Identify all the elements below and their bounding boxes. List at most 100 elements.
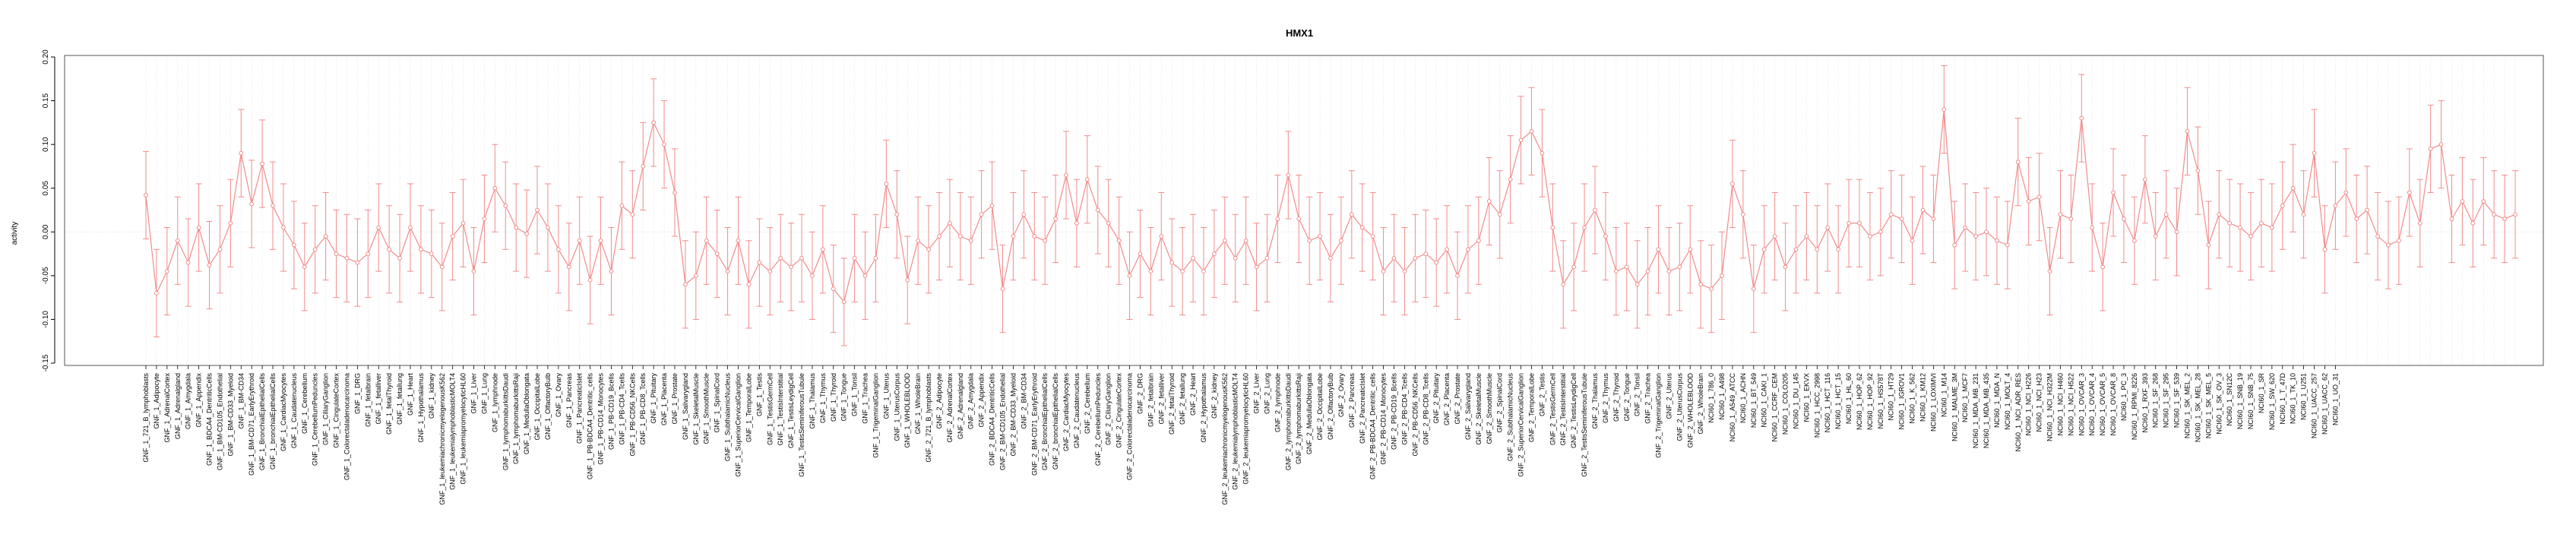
x-tick-label: GNF_2_SuperiorCervicalGanglion [1517,373,1525,477]
x-tick-label: GNF_1_Cerebellum [301,373,309,434]
data-point [1318,234,1322,239]
data-point [1931,217,1936,221]
data-point [2142,177,2147,182]
x-tick-label: GNF_1_PB-CD4_Tcells [618,373,625,445]
x-tick-label: GNF_2_BM-CD33_Myeloid [1009,373,1017,457]
data-point [1529,128,1534,134]
x-tick-label: GNF_1_BM-CD34 [237,373,245,429]
data-point [1349,212,1354,217]
x-tick-label: GNF_2_PB-CD19_Bcells [1391,373,1398,451]
x-tick-label: NCI60_1_UACC_257 [2311,373,2318,438]
data-point [1032,234,1037,239]
data-point [1413,255,1418,261]
data-point [1423,251,1429,256]
x-tick-label: NCI60_1_NCI_H226 [2025,373,2033,436]
data-point [2333,203,2338,208]
x-tick-label: GNF_1_Thymus [819,373,827,424]
x-tick-label: GNF_2_TestisInterstitial [1559,373,1567,446]
x-tick-label: GNF_2_MedullaOblongata [1305,373,1313,454]
data-point [598,238,603,243]
x-tick-label: GNF_2_CardiacMyocytes [1062,373,1070,452]
x-tick-label: GNF_1_SkeletalMuscle [692,373,700,445]
data-point [2068,217,2074,221]
x-tick-label: GNF_2_WholeBrain [1697,373,1704,435]
x-tick-label: GNF_1_Placenta [660,373,668,425]
data-point [185,260,191,265]
x-tick-label: NCI60_1_SW_620 [2268,373,2276,430]
x-tick-label: GNF_1_fetallung [396,373,403,425]
x-tick-label: GNF_1_Uterus [882,373,890,419]
x-tick-label: NCI60_1_U251 [2300,373,2308,420]
x-tick-label: GNF_1_BronchialEpithelialCells [258,373,266,471]
data-point [1222,238,1227,243]
data-point [546,225,550,230]
x-tick-label: GNF_2_BM-CD34 [1020,373,1027,429]
data-point [662,142,666,147]
x-tick-label: GNF_1_lymphomaburkittsRaji [512,373,520,464]
data-point [524,231,530,236]
data-point [471,269,476,274]
x-tick-label: GNF_1_CerebellumPeduncles [312,373,319,466]
data-point [831,286,836,292]
data-point [376,225,381,230]
x-tick-label: GNF_1_PB-CD19_Bcells [607,373,615,451]
x-tick-label: NCI60_1_SN12C [2226,373,2233,426]
x-tick-label: GNF_1_MedullaOblongata [523,373,530,454]
x-tick-label: GNF_2_Cerebellum [1084,373,1091,434]
data-point [1159,234,1164,239]
data-point [736,238,741,243]
data-point [2163,212,2169,217]
x-tick-label: GNF_2_TestisSeminiferousTubule [1581,373,1588,477]
data-point [926,247,931,252]
data-point [1296,217,1302,221]
data-point [1434,260,1439,265]
x-tick-label: GNF_1_fetalliver [375,373,382,425]
data-point [1571,264,1577,270]
x-tick-label: NCI60_1_UO_31 [2331,373,2339,425]
x-tick-label: GNF_1_Liver [470,373,478,414]
x-tick-label: GNF_1_CingulateCortex [333,373,340,448]
x-tick-label: GNF_1_SmoothMuscle [703,373,710,444]
data-point [841,299,847,305]
data-points [144,107,2517,305]
data-point [355,260,360,265]
x-tick-label: GNF_2_Testis [1538,373,1546,417]
data-point [2100,264,2106,270]
data-point [1857,220,1862,226]
data-point [281,225,286,230]
x-tick-label: GNF_2_leukemialymphoblasticMOLT4 [1232,373,1239,490]
x-tick-label: GNF_1_leukemialymphoblasticMOLT4 [449,373,457,490]
data-point [2417,220,2423,226]
data-point [1772,234,1777,239]
x-tick-label: GNF_1_bronchialEpithelialCells [269,373,277,470]
x-tick-label: NCI60_1_786_0 [1707,373,1715,423]
x-tick-label: NCI60_1_M14 [1940,373,1948,417]
x-tick-label: GNF_2_DRG [1136,373,1144,414]
y-axis-label: activity [11,222,19,245]
data-point [2015,160,2021,165]
x-tick-label: GNF_2_Adrenalgland [957,373,964,439]
x-tick-label: GNF_2_OlfactoryBulb [1327,373,1334,440]
x-tick-label: NCI60_1_MCF7 [1961,373,1969,422]
data-point [1053,217,1058,221]
data-point [408,225,413,230]
x-tick-label: GNF_2_Tongue [1623,373,1631,422]
x-tick-label: NCI60_1_BT_549 [1750,373,1758,428]
x-tick-label: GNF_1_TestisLeydigCell [787,373,795,448]
x-tick-label: GNF_1_lymphnode [491,373,498,432]
data-point [1339,238,1343,243]
y-tick-label: 0.05 [42,181,50,196]
data-point [619,203,625,208]
x-tick-label: GNF_2_fetalbrain [1147,373,1154,427]
x-tick-label: GNF_2_Placenta [1443,373,1451,425]
data-point [1666,269,1672,274]
x-tick-label: GNF_2_Adipocyte [935,373,943,429]
data-point [439,264,445,270]
data-point [366,251,371,256]
data-point [1370,234,1375,239]
data-point [492,185,498,191]
x-tick-label: GNF_1_SuperiorCervicalGanglion [735,373,742,477]
x-tick-label: GNF_2_PB-CD4_Tcells [1400,373,1408,445]
data-point [2090,225,2095,230]
